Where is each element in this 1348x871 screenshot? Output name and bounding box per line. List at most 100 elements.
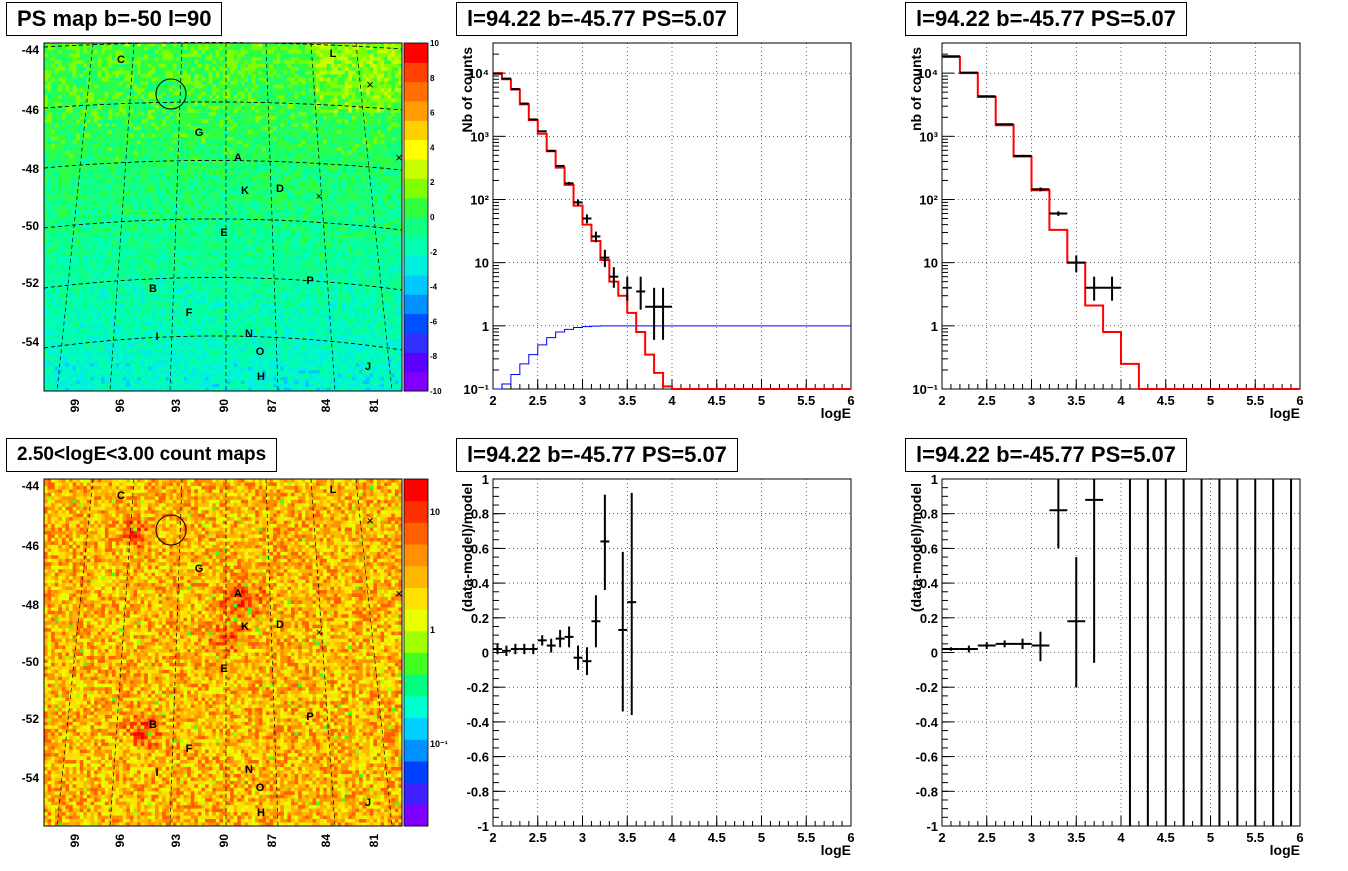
- heatmap-cell: [187, 91, 192, 96]
- heatmap-cell: [197, 53, 202, 58]
- heatmap-cell: [176, 164, 181, 169]
- heatmap-cell: [258, 150, 263, 155]
- heatmap-cell: [223, 154, 227, 159]
- heatmap-cell: [262, 84, 267, 89]
- heatmap-cell: [384, 60, 388, 65]
- heatmap-cell: [194, 98, 199, 103]
- heatmap-cell: [255, 49, 260, 54]
- heatmap-cell: [79, 74, 84, 79]
- heatmap-cell: [61, 116, 66, 120]
- heatmap-cell: [197, 178, 202, 183]
- heatmap-cell: [287, 56, 292, 61]
- heatmap-cell: [205, 164, 209, 169]
- heatmap-cell: [115, 56, 120, 61]
- heatmap-cell: [183, 157, 188, 162]
- heatmap-cell: [172, 46, 177, 51]
- heatmap-cell: [319, 109, 324, 113]
- heatmap-cell: [201, 133, 206, 138]
- heatmap-cell: [201, 157, 206, 162]
- heatmap-cell: [147, 175, 152, 180]
- heatmap-cell: [344, 150, 349, 155]
- heatmap-cell: [158, 77, 163, 82]
- heatmap-cell: [376, 109, 381, 113]
- heatmap-cell: [223, 130, 227, 134]
- heatmap-cell: [97, 49, 102, 54]
- heatmap-cell: [51, 53, 56, 58]
- heatmap-cell: [72, 189, 77, 193]
- heatmap-cell: [301, 130, 306, 134]
- heatmap-cell: [294, 98, 299, 103]
- heatmap-cell: [258, 98, 263, 103]
- heatmap-cell: [122, 56, 127, 61]
- heatmap-cell: [212, 84, 217, 89]
- heatmap-cell: [61, 102, 66, 106]
- heatmap-cell: [223, 147, 227, 152]
- heatmap-cell: [384, 74, 388, 79]
- heatmap-cell: [183, 175, 188, 180]
- heatmap-cell: [212, 43, 217, 47]
- heatmap-cell: [384, 84, 388, 89]
- heatmap-cell: [240, 53, 245, 58]
- heatmap-cell: [355, 98, 360, 103]
- heatmap-cell: [258, 171, 263, 176]
- heatmap-cell: [326, 109, 331, 113]
- heatmap-cell: [244, 171, 249, 176]
- heatmap-cell: [230, 178, 235, 183]
- heatmap-cell: [273, 91, 277, 96]
- heatmap-cell: [115, 123, 120, 127]
- heatmap-cell: [44, 67, 48, 72]
- heatmap-cell: [384, 67, 388, 72]
- heatmap-cell: [230, 185, 235, 190]
- heatmap-cell: [197, 109, 202, 113]
- heatmap-cell: [326, 81, 331, 86]
- heatmap-cell: [273, 136, 277, 141]
- heatmap-cell: [355, 130, 360, 134]
- heatmap-cell: [205, 123, 209, 127]
- heatmap-cell: [362, 53, 367, 58]
- heatmap-cell: [237, 46, 242, 51]
- heatmap-cell: [384, 126, 388, 131]
- heatmap-cell: [122, 178, 127, 183]
- heatmap-cell: [244, 154, 249, 159]
- heatmap-cell: [312, 130, 317, 134]
- data-point: [995, 123, 1014, 126]
- heatmap-cell: [197, 70, 202, 75]
- heatmap-cell: [205, 116, 209, 120]
- heatmap-cell: [147, 171, 152, 176]
- heatmap-cell: [79, 182, 84, 186]
- heatmap-cell: [308, 63, 313, 68]
- heatmap-cell: [86, 150, 91, 155]
- heatmap-cell: [366, 168, 371, 173]
- heatmap-cell: [47, 133, 52, 138]
- heatmap-cell: [165, 136, 170, 141]
- heatmap-cell: [97, 95, 102, 99]
- heatmap-cell: [79, 123, 84, 127]
- heatmap-cell: [137, 130, 141, 134]
- heatmap-cell: [280, 119, 285, 124]
- heatmap-cell: [104, 143, 109, 148]
- heatmap-cell: [97, 102, 102, 106]
- heatmap-cell: [366, 150, 371, 155]
- heatmap-cell: [366, 49, 371, 54]
- heatmap-cell: [348, 88, 353, 93]
- heatmap-cell: [208, 164, 213, 169]
- heatmap-cell: [373, 105, 378, 110]
- heatmap-cell: [244, 112, 249, 117]
- heatmap-cell: [90, 140, 95, 145]
- heatmap-cell: [162, 53, 167, 58]
- heatmap-cell: [133, 84, 138, 89]
- heatmap-cell: [147, 109, 152, 113]
- heatmap-cell: [147, 112, 152, 117]
- heatmap-cell: [47, 157, 52, 162]
- heatmap-cell: [376, 112, 381, 117]
- heatmap-cell: [172, 164, 177, 169]
- heatmap-cell: [273, 81, 277, 86]
- heatmap-cell: [244, 67, 249, 72]
- heatmap-cell: [180, 74, 184, 79]
- heatmap-cell: [244, 189, 249, 193]
- heatmap-cell: [233, 164, 238, 169]
- heatmap-cell: [244, 98, 249, 103]
- heatmap-cell: [115, 185, 120, 190]
- heatmap-cell: [79, 175, 84, 180]
- heatmap-cell: [144, 109, 149, 113]
